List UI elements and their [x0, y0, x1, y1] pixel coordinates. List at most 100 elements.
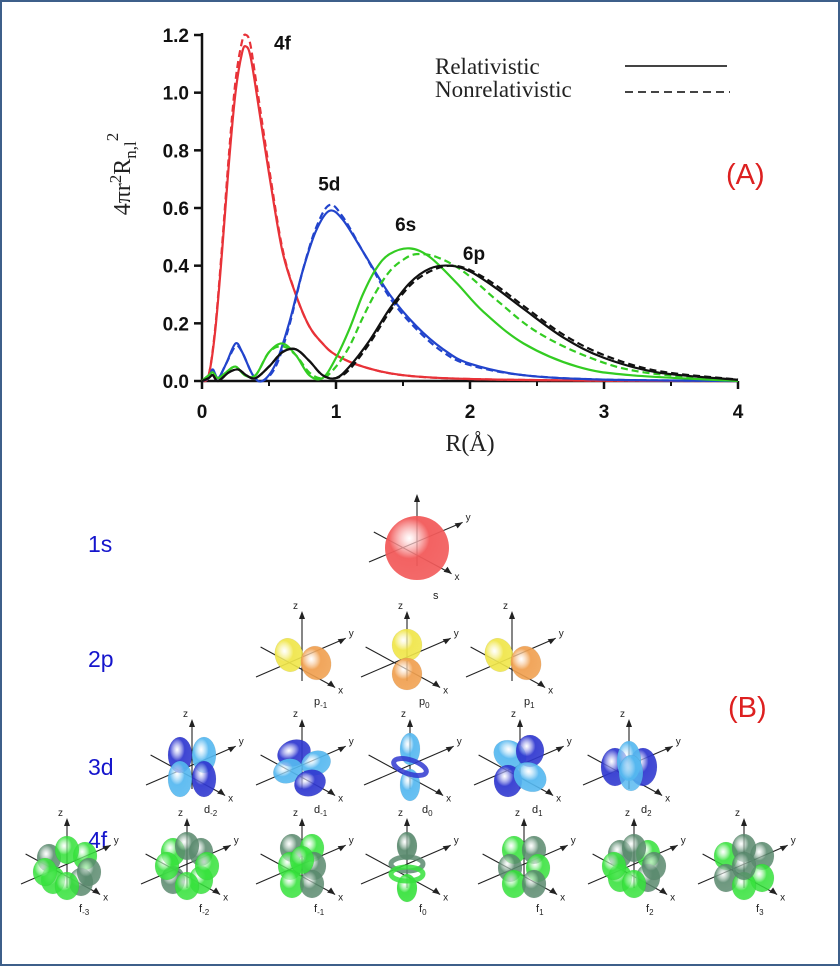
orbital-label: f0	[419, 903, 427, 917]
orbital-label: f-1	[314, 903, 325, 917]
y-tick-label: 0.2	[163, 314, 189, 335]
orbital-d-1: z y x d-1	[255, 709, 354, 818]
orbital-f1: z y x f1	[477, 808, 576, 917]
series-label-5d: 5d	[318, 175, 340, 196]
axis-x-label: x	[780, 893, 785, 904]
y-tick-label: 0.0	[163, 372, 189, 393]
axis-y-label: y	[349, 736, 354, 747]
orbital-label: p1	[524, 696, 535, 710]
axis-x-label: x	[103, 893, 108, 904]
axis-z-label: z	[398, 601, 403, 612]
axis-x-label: x	[223, 893, 228, 904]
axis-z-label: z	[620, 709, 625, 720]
axis-y-label: y	[466, 512, 471, 523]
y-axis-label: 4πr2Rn,l2	[103, 133, 140, 216]
series-6s-relativistic-line	[201, 247, 739, 383]
axis-z-label: z	[293, 601, 298, 612]
axis-x-label: x	[443, 686, 448, 697]
axis-z-label: z	[398, 808, 403, 819]
orbital-label: f2	[646, 903, 654, 917]
axis-x-label: x	[455, 572, 460, 583]
y-tick-label: 0.8	[163, 141, 189, 162]
orbital-label: d-2	[204, 804, 218, 818]
x-tick-label: 2	[465, 402, 476, 423]
orbital-label: d0	[422, 804, 433, 818]
axis-y-label: y	[676, 736, 681, 747]
series-5d-nonrelativistic-line	[201, 203, 739, 383]
axis-x-label: x	[443, 893, 448, 904]
axis-z-label: z	[735, 808, 740, 819]
orbital-f-1: z y x f-1	[255, 808, 354, 917]
axis-y-label: y	[349, 835, 354, 846]
axis-z-label: z	[408, 492, 413, 495]
orbital-label: d1	[532, 804, 543, 818]
orbital-f-2: z y x f-2	[140, 808, 239, 917]
orbital-f-3: z y x f-3	[20, 808, 119, 917]
series-4f-relativistic-line	[201, 45, 739, 383]
series-6s-nonrelativistic-line	[201, 252, 739, 382]
axis-y-label: y	[234, 835, 239, 846]
x-tick-label: 4	[733, 402, 744, 423]
y-tick-label: 1.0	[163, 84, 189, 105]
orbital-row-1s: 1s z y x s	[88, 492, 471, 602]
orbital-shapes-panel: 1s z y x s 2p z y x p-1 z y x p0 z y x p1 3d z y x d-2 z y x d-1 z y…	[20, 492, 796, 917]
axis-x-label: x	[560, 893, 565, 904]
axis-y-label: y	[239, 736, 244, 747]
axis-x-label: x	[670, 893, 675, 904]
chart-series-group	[201, 33, 739, 383]
series-label-6s: 6s	[395, 215, 416, 236]
orbital-label: s	[433, 590, 439, 602]
orbital-row-label: 2p	[88, 646, 114, 672]
series-5d-relativistic-line	[201, 209, 739, 383]
orbital-p0: z y x p0	[360, 601, 459, 710]
orbital-d2: z y x d2	[582, 709, 681, 818]
orbital-label: f3	[756, 903, 764, 917]
y-tick-label: 0.4	[163, 257, 190, 278]
series-label-6p: 6p	[463, 244, 485, 265]
orbital-label: f-3	[79, 903, 90, 917]
panel-label-a: (A)	[726, 159, 765, 191]
axis-z-label: z	[178, 808, 183, 819]
axis-z-label: z	[625, 808, 630, 819]
series-6p-relativistic-line	[201, 264, 739, 383]
axis-y-label: y	[791, 835, 796, 846]
x-tick-label: 3	[599, 402, 610, 423]
axis-x-label: x	[338, 686, 343, 697]
axis-x-label: x	[338, 794, 343, 805]
axis-x-label: x	[228, 794, 233, 805]
axis-y-label: y	[571, 835, 576, 846]
legend-nonrelativistic-label: Nonrelativistic	[435, 77, 572, 102]
axis-z-label: z	[183, 709, 188, 720]
orbital-f0: z y x f0	[360, 808, 459, 917]
axis-z-label: z	[293, 808, 298, 819]
orbital-label: f1	[536, 903, 544, 917]
axis-z-label: z	[515, 808, 520, 819]
orbital-s: z y x s	[368, 492, 471, 602]
axis-z-label: z	[511, 709, 516, 720]
y-tick-label: 0.6	[163, 199, 189, 220]
axis-z-label: z	[503, 601, 508, 612]
orbital-label: f-2	[199, 903, 210, 917]
x-axis-label: R(Å)	[445, 431, 494, 457]
orbital-label: d2	[641, 804, 652, 818]
radial-distribution-chart: 0 1 2 3 4 0.0 0.2 0.4 0.6 0.8 1.0 1.2 4f 5d 6s 6p R(Å)…	[103, 26, 765, 457]
axis-x-label: x	[338, 893, 343, 904]
orbital-d0: z y x d0	[363, 709, 462, 818]
x-tick-label: 1	[331, 402, 342, 423]
series-label-4f: 4f	[274, 33, 292, 54]
axis-z-label: z	[401, 709, 406, 720]
orbital-f3: z y x f3	[697, 808, 796, 917]
axis-y-label: y	[457, 736, 462, 747]
orbital-row-2p: 2p z y x p-1 z y x p0 z y x p1	[88, 601, 564, 710]
y-tick-label: 1.2	[163, 26, 189, 47]
axis-z-label: z	[58, 808, 63, 819]
axis-z-label: z	[293, 709, 298, 720]
orbital-label: p0	[419, 696, 430, 710]
axis-y-label: y	[559, 628, 564, 639]
orbital-d1: z y x d1	[473, 709, 572, 818]
axis-y-label: y	[454, 628, 459, 639]
chart-series-labels: 4f 5d 6s 6p	[274, 33, 485, 264]
axis-x-label: x	[556, 794, 561, 805]
legend-relativistic-label: Relativistic	[435, 54, 540, 79]
